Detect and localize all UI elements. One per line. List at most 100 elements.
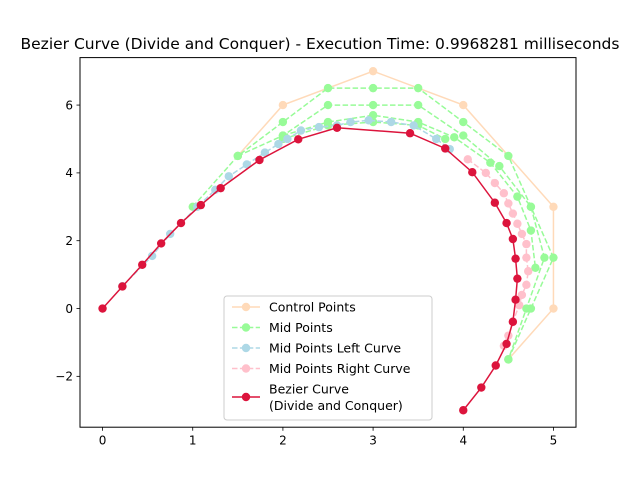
y-tick-label: 6 — [65, 98, 73, 112]
series-bezier-point — [490, 198, 500, 207]
series-mid-point — [531, 263, 540, 273]
legend-label-line: Mid Points Right Curve — [269, 361, 411, 376]
series-right-point — [508, 209, 518, 218]
y-tick-label: 0 — [65, 302, 73, 316]
legend-label: Bezier Curve (Divide and Conquer) — [269, 381, 403, 413]
series-mid-point — [450, 133, 459, 142]
series-mid-point — [522, 304, 531, 313]
series-mid-point — [486, 158, 495, 167]
series-mid-point — [459, 131, 468, 140]
x-tick-label: 4 — [459, 434, 467, 448]
series-mid-point — [526, 202, 536, 211]
series-mid-point — [495, 161, 504, 171]
series-bezier-point — [508, 234, 518, 244]
series-mid-point — [526, 226, 536, 235]
legend-label-line: (Divide and Conquer) — [269, 398, 403, 413]
x-tick-label: 2 — [279, 434, 287, 448]
series-bezier — [98, 123, 522, 415]
series-right-point — [517, 290, 527, 300]
series-bezier-point — [502, 339, 511, 348]
series-bezier-point — [477, 383, 486, 392]
series-left-point — [409, 121, 418, 130]
series-mid-line — [282, 114, 537, 268]
series-left-point — [314, 122, 324, 132]
legend-label-line: Bezier Curve — [269, 381, 349, 396]
series-bezier-point — [196, 200, 206, 210]
series-control-point — [278, 100, 288, 110]
series-left-point — [346, 117, 355, 127]
series-left-point — [386, 117, 396, 127]
series-bezier-point — [98, 304, 107, 313]
series-control-point — [549, 304, 558, 313]
series-bezier-point — [508, 317, 518, 326]
legend: Control Points Mid Points Mid Points Left … — [223, 295, 433, 421]
y-tick-label: −2 — [55, 370, 73, 384]
legend-label: Control Points — [269, 300, 356, 315]
legend-label: Mid Points Right Curve — [269, 361, 411, 376]
series-mid-point — [441, 134, 450, 144]
axes-frame — [79, 57, 577, 428]
series-bezier-point — [255, 155, 264, 165]
x-tick-label: 3 — [369, 434, 377, 448]
legend-item-control: Control Points — [232, 300, 356, 315]
series-right-point — [463, 155, 472, 164]
series-left-point — [283, 134, 292, 144]
series-bezier-point — [511, 254, 520, 263]
legend-box — [223, 295, 433, 421]
x-tick-label: 1 — [189, 434, 197, 448]
series-bezier-point — [332, 123, 342, 132]
series-mid-point — [413, 100, 423, 110]
series-left-point — [260, 148, 270, 157]
series-mid-point — [278, 117, 288, 127]
series-left-point — [224, 172, 233, 181]
series-mid-point — [323, 83, 333, 93]
x-tick-label: 0 — [99, 434, 107, 448]
series-bezier-point — [118, 282, 127, 291]
legend-label: Mid Points Left Curve — [269, 341, 401, 356]
legend-item-right: Mid Points Right Curve — [232, 361, 411, 376]
series-mid-point — [368, 83, 378, 93]
series-control-point — [368, 66, 378, 76]
series-mid-point — [513, 192, 522, 201]
legend-item-left: Mid Points Left Curve — [232, 341, 401, 356]
series-bezier-point — [441, 144, 450, 153]
legend-swatch-marker — [241, 302, 251, 312]
chart-title: Bezier Curve (Divide and Conquer) - Exec… — [21, 35, 620, 53]
legend-swatch-marker — [241, 343, 251, 353]
series-bezier-point — [502, 218, 511, 228]
series-control-point — [549, 202, 558, 211]
series-right-point — [513, 219, 522, 228]
series-mid-line — [192, 87, 555, 360]
series-mid-point — [540, 253, 549, 262]
series-bezier-point — [468, 168, 477, 177]
series-right-point — [490, 178, 500, 188]
series-right-point — [522, 253, 531, 262]
series-bezier-point — [216, 183, 225, 193]
series-left-point — [242, 160, 252, 169]
series-right-point — [504, 199, 513, 208]
y-tick-label: 2 — [65, 234, 73, 248]
series-bezier-point — [156, 239, 166, 248]
series-mid-point — [368, 100, 378, 110]
series-bezier-point — [513, 274, 522, 283]
series-right-point — [522, 280, 531, 289]
legend-swatch-marker — [241, 364, 251, 373]
series-right-point — [499, 189, 509, 198]
series-right-point — [522, 239, 531, 249]
series-bezier-point — [176, 218, 186, 228]
series-left — [118, 116, 454, 291]
series-left-point — [432, 134, 441, 144]
series-left-point — [364, 116, 373, 125]
series-left-point — [147, 251, 157, 261]
series-bezier-point — [491, 361, 500, 370]
series-bezier-point — [405, 129, 415, 138]
axis-ticks: 0 1 2 3 4 5 −2 0 2 4 6 — [55, 98, 557, 447]
y-tick-label: 4 — [65, 166, 73, 180]
legend-label-line: Control Points — [269, 300, 356, 315]
series-bezier-point — [294, 135, 303, 144]
series-bezier-point — [511, 295, 520, 304]
series-right-line — [467, 158, 529, 347]
series-left-point — [296, 126, 306, 135]
series-bezier-point — [138, 260, 147, 269]
legend-label: Mid Points — [269, 320, 333, 335]
